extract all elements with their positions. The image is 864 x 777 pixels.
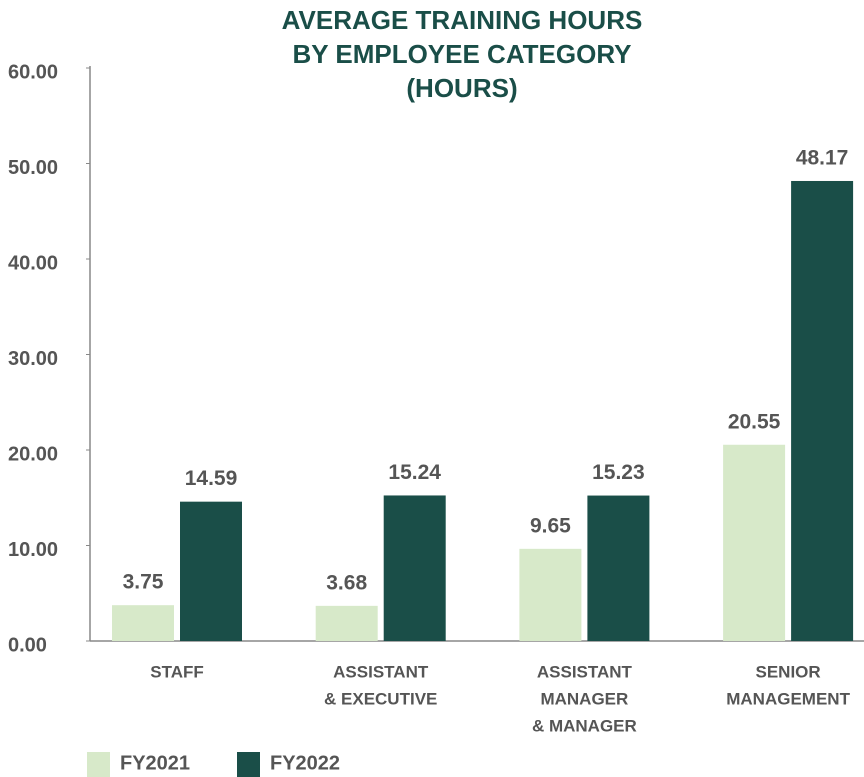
x-tick-label: ASSISTANT <box>537 662 633 681</box>
data-label: 20.55 <box>728 410 781 433</box>
x-tick-label: ASSISTANT <box>333 662 429 681</box>
legend-label: FY2022 <box>270 752 340 774</box>
data-label: 15.23 <box>592 461 645 484</box>
legend-label: FY2021 <box>120 752 190 774</box>
y-tick-label: 0.00 <box>8 634 47 656</box>
y-tick-label: 50.00 <box>8 157 58 179</box>
y-tick-label: 10.00 <box>8 539 58 561</box>
data-label: 15.24 <box>388 461 441 484</box>
data-label: 3.75 <box>123 571 164 594</box>
data-label: 9.65 <box>530 514 571 537</box>
legend-swatch <box>87 752 110 777</box>
bar <box>587 495 650 641</box>
data-label: 14.59 <box>185 467 238 490</box>
x-tick-label: SENIOR <box>756 662 821 681</box>
legend-swatch <box>237 752 260 777</box>
bar <box>180 501 242 641</box>
x-tick-label: & EXECUTIVE <box>324 689 437 708</box>
y-tick-label: 20.00 <box>8 443 58 465</box>
data-label: 48.17 <box>796 147 849 170</box>
bar <box>112 605 174 641</box>
y-tick-label: 60.00 <box>8 61 58 83</box>
x-tick-label: & MANAGER <box>532 716 637 735</box>
chart-title: BY EMPLOYEE CATEGORY <box>292 39 631 69</box>
x-tick-label: MANAGER <box>540 689 628 708</box>
x-tick-label: STAFF <box>150 662 204 681</box>
y-tick-label: 30.00 <box>8 348 58 370</box>
bar <box>519 548 582 641</box>
bar <box>791 180 854 641</box>
chart-title: AVERAGE TRAINING HOURS <box>282 5 643 35</box>
bar <box>723 444 786 641</box>
chart-title: (HOURS) <box>406 73 517 103</box>
x-tick-label: MANAGEMENT <box>726 689 850 708</box>
y-tick-label: 40.00 <box>8 252 58 274</box>
bar <box>383 495 446 641</box>
bar <box>315 605 378 641</box>
data-label: 3.68 <box>326 571 367 594</box>
